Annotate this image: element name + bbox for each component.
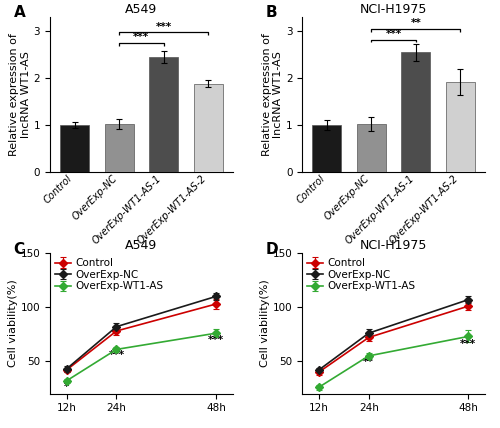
Text: D: D <box>266 242 278 257</box>
Y-axis label: Relative expression of
lncRNA WT1-AS: Relative expression of lncRNA WT1-AS <box>262 33 283 156</box>
Bar <box>446 82 475 172</box>
Text: A: A <box>14 5 25 20</box>
Text: ***: *** <box>386 29 402 39</box>
Y-axis label: Cell viability(%): Cell viability(%) <box>8 279 18 367</box>
Text: *: * <box>64 382 70 392</box>
Text: C: C <box>14 242 24 257</box>
Text: ***: *** <box>108 350 124 360</box>
Text: ***: *** <box>156 22 172 32</box>
Title: NCI-H1975: NCI-H1975 <box>360 3 428 16</box>
Text: **: ** <box>364 357 374 367</box>
Text: ***: *** <box>460 339 476 349</box>
Y-axis label: Cell viability(%): Cell viability(%) <box>260 279 270 367</box>
Text: **: ** <box>410 18 422 28</box>
Legend: Control, OverExp-NC, OverExp-WT1-AS: Control, OverExp-NC, OverExp-WT1-AS <box>306 256 418 294</box>
Bar <box>357 124 386 172</box>
Bar <box>194 84 222 172</box>
Text: ***: *** <box>134 33 150 42</box>
Legend: Control, OverExp-NC, OverExp-WT1-AS: Control, OverExp-NC, OverExp-WT1-AS <box>53 256 165 294</box>
Y-axis label: Relative expression of
lncRNA WT1-AS: Relative expression of lncRNA WT1-AS <box>10 33 31 156</box>
Bar <box>402 52 430 172</box>
Text: B: B <box>266 5 278 20</box>
Bar <box>149 57 178 172</box>
Text: ***: *** <box>208 335 224 345</box>
Title: A549: A549 <box>126 3 158 16</box>
Bar <box>60 125 89 172</box>
Title: A549: A549 <box>126 239 158 252</box>
Title: NCI-H1975: NCI-H1975 <box>360 239 428 252</box>
Bar <box>104 124 134 172</box>
Bar <box>312 125 341 172</box>
